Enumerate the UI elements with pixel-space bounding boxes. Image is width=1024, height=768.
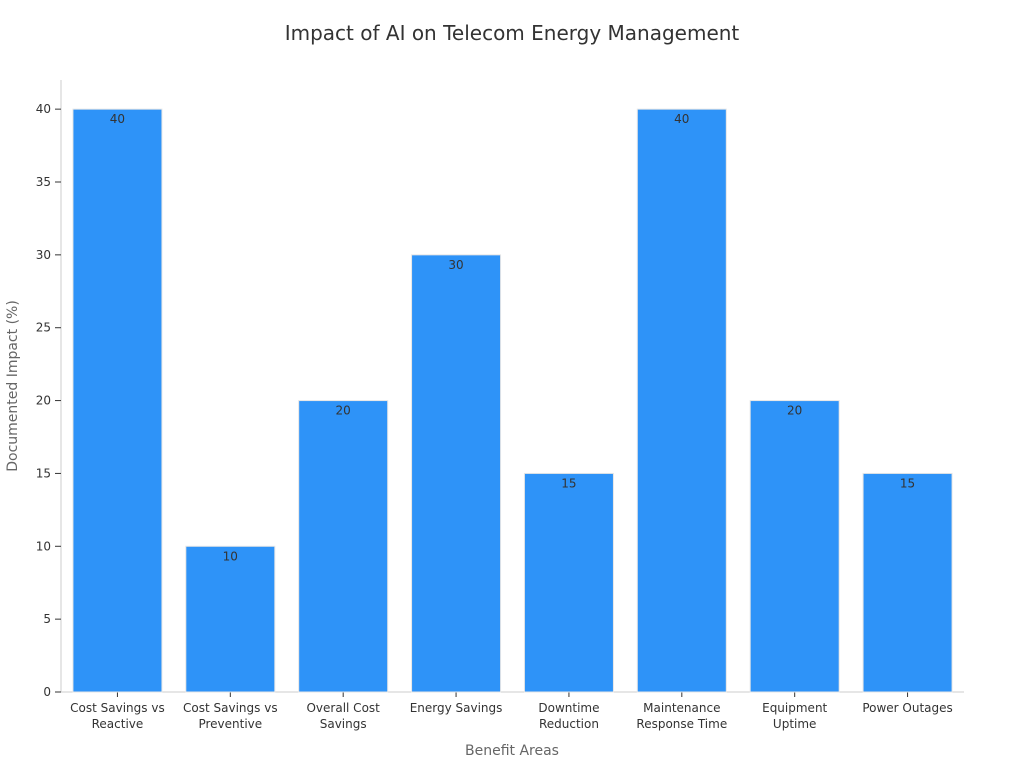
x-tick-label-line: Reduction <box>539 717 599 731</box>
bar-value-label: 40 <box>110 112 125 126</box>
x-tick-label: Cost Savings vs Reactive <box>70 701 165 731</box>
x-tick-label: Downtime Reduction <box>538 701 599 731</box>
bar <box>749 400 840 693</box>
bar <box>72 108 163 693</box>
bar <box>298 400 389 693</box>
bar-value-label: 10 <box>223 549 238 563</box>
chart-title: Impact of AI on Telecom Energy Managemen… <box>285 21 740 45</box>
bar <box>636 108 727 693</box>
x-tick-label-line: Equipment <box>762 701 827 715</box>
x-tick-label: Equipment Uptime <box>762 701 827 731</box>
y-tick-label: 35 <box>36 175 51 189</box>
x-tick-label: Cost Savings vs Preventive <box>183 701 278 731</box>
y-tick-label: 20 <box>36 394 51 408</box>
y-tick-label: 0 <box>43 685 51 699</box>
x-tick-label-line: Preventive <box>198 717 262 731</box>
x-tick-label-line: Downtime <box>538 701 599 715</box>
x-tick-label-line: Uptime <box>773 717 817 731</box>
bar-value-label: 20 <box>787 404 802 418</box>
x-tick-label-line: Response Time <box>636 717 727 731</box>
x-tick-label-line: Cost Savings vs <box>70 701 165 715</box>
y-axis-label: Documented Impact (%) <box>5 300 21 472</box>
bar-value-label: 20 <box>336 404 351 418</box>
x-tick-label-line: Energy Savings <box>410 701 503 715</box>
y-tick-label: 10 <box>36 539 51 553</box>
bar <box>862 472 953 693</box>
bar-value-label: 15 <box>900 476 915 490</box>
x-tick-label-line: Power Outages <box>862 701 952 715</box>
bar-value-label: 30 <box>448 258 463 272</box>
y-tick-label: 40 <box>36 102 51 116</box>
y-tick-label: 15 <box>36 466 51 480</box>
x-tick-label: Energy Savings <box>410 701 503 715</box>
x-axis-label: Benefit Areas <box>465 743 559 759</box>
bar-value-label: 15 <box>561 476 576 490</box>
x-tick-label-line: Savings <box>320 717 367 731</box>
y-axis: 0 5 10 15 20 25 30 35 40 <box>36 80 62 699</box>
y-tick-label: 25 <box>36 321 51 335</box>
bar <box>411 254 502 693</box>
bar-value-label: 40 <box>674 112 689 126</box>
bar <box>185 545 276 693</box>
x-axis: Cost Savings vs Reactive Cost Savings vs Pr… <box>61 691 964 731</box>
x-tick-label-line: Maintenance <box>643 701 720 715</box>
y-tick-label: 30 <box>36 248 51 262</box>
x-tick-label-line: Overall Cost <box>306 701 380 715</box>
bar <box>523 472 614 693</box>
x-tick-label: Power Outages <box>862 701 952 715</box>
x-tick-label-line: Cost Savings vs <box>183 701 278 715</box>
x-tick-label-line: Reactive <box>92 717 144 731</box>
y-tick-label: 5 <box>43 612 51 626</box>
x-tick-label: Overall Cost Savings <box>306 701 380 731</box>
bars-group: 40 10 20 30 15 40 20 15 <box>72 108 953 693</box>
x-tick-label: Maintenance Response Time <box>636 701 727 731</box>
